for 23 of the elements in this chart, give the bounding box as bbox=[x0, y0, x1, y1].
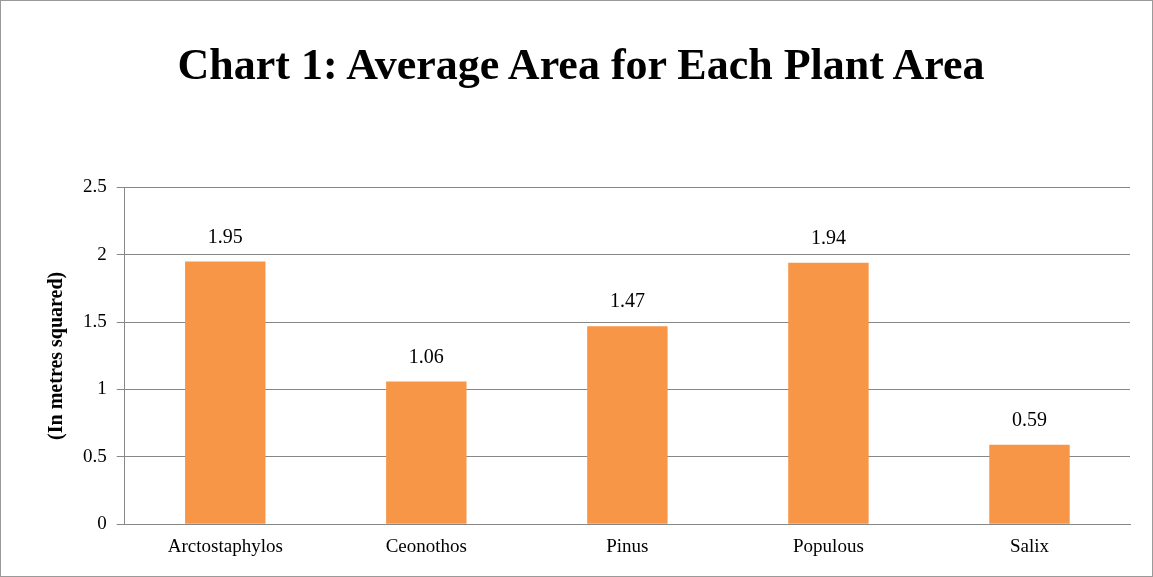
chart-title: Chart 1: Average Area for Each Plant Area bbox=[176, 39, 986, 91]
x-tick-label: Arctostaphylos bbox=[167, 534, 283, 556]
bar bbox=[788, 262, 869, 524]
y-axis-title: (In metres squared) bbox=[44, 271, 68, 440]
y-tick-label: 2.5 bbox=[83, 175, 107, 197]
bar bbox=[185, 261, 266, 524]
data-label: 1.95 bbox=[207, 224, 243, 247]
x-tick-label: Populous bbox=[793, 534, 864, 556]
x-tick-label: Pinus bbox=[606, 534, 649, 556]
y-tick-label: 2 bbox=[97, 242, 107, 264]
bar bbox=[386, 381, 467, 524]
data-label: 1.47 bbox=[609, 289, 645, 312]
y-tick-label: 1 bbox=[97, 377, 107, 399]
y-tick-label: 1.5 bbox=[83, 310, 107, 332]
data-label: 1.94 bbox=[810, 226, 846, 249]
data-label: 1.06 bbox=[408, 344, 444, 367]
x-tick-label: Ceonothos bbox=[385, 534, 467, 556]
y-tick-label: 0.5 bbox=[83, 444, 107, 466]
x-tick-label: Salix bbox=[1009, 534, 1050, 556]
bar bbox=[989, 444, 1070, 524]
y-tick-label: 0 bbox=[97, 512, 107, 534]
data-label: 0.59 bbox=[1011, 407, 1047, 430]
bar bbox=[587, 326, 668, 524]
